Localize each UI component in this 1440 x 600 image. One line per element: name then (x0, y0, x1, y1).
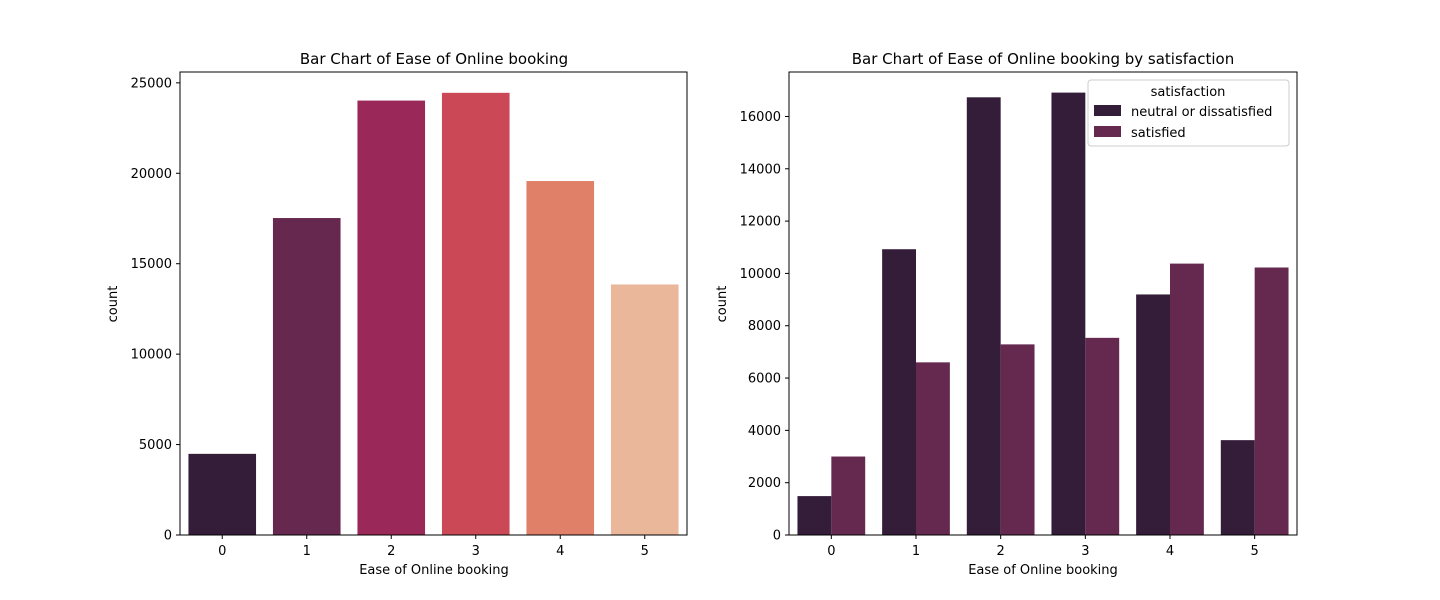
legend-box (1087, 79, 1290, 147)
y-ticks: 0 2000 4000 6000 8000 10000 12000 14000 16000 (740, 110, 789, 544)
y-tick-label: 20000 (131, 167, 172, 182)
bar-1 (272, 218, 341, 535)
bar-neutral-or-dissatisfied-2 (966, 97, 1001, 535)
x-tick-label: 5 (1251, 544, 1259, 559)
x-tick-label: 4 (556, 544, 564, 559)
y-tick-label: 2000 (748, 476, 781, 491)
x-tick-label: 4 (1166, 544, 1174, 559)
bars (188, 92, 679, 536)
bar-3 (441, 92, 510, 535)
y-tick-label: 12000 (740, 215, 781, 230)
x-tick-label: 2 (997, 544, 1005, 559)
y-tick-label: 8000 (748, 319, 781, 334)
chart-ease-of-online-booking: Bar Chart of Ease of Online booking 0500… (106, 50, 688, 578)
bar-0 (188, 453, 257, 535)
x-tick-label: 0 (827, 544, 835, 559)
y-tick-label: 10000 (740, 267, 781, 282)
plot-frame (179, 71, 688, 536)
legend-label-satisfied: satisfied (1131, 126, 1186, 141)
chart-title: Bar Chart of Ease of Online booking by s… (852, 50, 1235, 68)
y-ticks: 0 5000 10000 15000 20000 25000 (131, 76, 180, 544)
legend-swatch-neutral-or-dissatisfied (1094, 105, 1121, 116)
bar-satisfied-1 (916, 362, 950, 535)
y-tick-label: 16000 (740, 110, 781, 125)
bar-neutral-or-dissatisfied-3 (1051, 92, 1086, 535)
legend-swatch-satisfied (1094, 126, 1121, 137)
bar-satisfied-3 (1085, 337, 1120, 535)
plot-frame (788, 71, 1298, 536)
chart-title: Bar Chart of Ease of Online booking (300, 50, 568, 68)
y-tick-label: 4000 (748, 424, 781, 439)
y-axis-label: count (106, 286, 121, 323)
x-tick-label: 0 (218, 544, 226, 559)
y-tick-label: 6000 (748, 372, 781, 387)
x-tick-label: 2 (387, 544, 395, 559)
x-axis-label: Ease of Online booking (359, 563, 509, 578)
y-tick-label: 0 (164, 529, 172, 544)
x-tick-label: 1 (912, 544, 920, 559)
y-tick-label: 14000 (740, 162, 781, 177)
legend-title: satisfaction (1151, 85, 1226, 100)
y-tick-label: 25000 (131, 76, 172, 91)
bar-satisfied-2 (1000, 344, 1035, 535)
bar-satisfied-0 (831, 456, 866, 535)
x-ticks: 0 1 2 3 4 5 (218, 535, 649, 559)
x-tick-label: 3 (1081, 544, 1089, 559)
y-tick-label: 0 (773, 529, 781, 544)
bar-5 (610, 284, 679, 535)
bar-neutral-or-dissatisfied-5 (1220, 440, 1255, 535)
bar-neutral-or-dissatisfied-0 (797, 496, 832, 535)
bar-4 (526, 181, 595, 536)
y-tick-label: 5000 (139, 438, 172, 453)
y-tick-label: 15000 (131, 257, 172, 272)
bar-neutral-or-dissatisfied-4 (1136, 294, 1170, 535)
legend-label-neutral-or-dissatisfied: neutral or dissatisfied (1131, 105, 1272, 120)
bar-neutral-or-dissatisfied-1 (882, 249, 916, 536)
bars (797, 92, 1289, 536)
x-tick-label: 5 (641, 544, 649, 559)
x-ticks: 0 1 2 3 4 5 (827, 535, 1259, 559)
bar-satisfied-5 (1254, 267, 1289, 535)
y-axis-label: count (715, 286, 730, 323)
chart-ease-of-online-booking-by-satisfaction: Bar Chart of Ease of Online booking by s… (715, 50, 1298, 578)
bar-2 (357, 100, 426, 536)
x-tick-label: 3 (472, 544, 480, 559)
bar-satisfied-4 (1170, 263, 1204, 535)
y-tick-label: 10000 (131, 348, 172, 363)
x-axis-label: Ease of Online booking (968, 563, 1118, 578)
x-tick-label: 1 (303, 544, 311, 559)
legend: satisfaction neutral or dissatisfied sat… (1087, 79, 1290, 147)
